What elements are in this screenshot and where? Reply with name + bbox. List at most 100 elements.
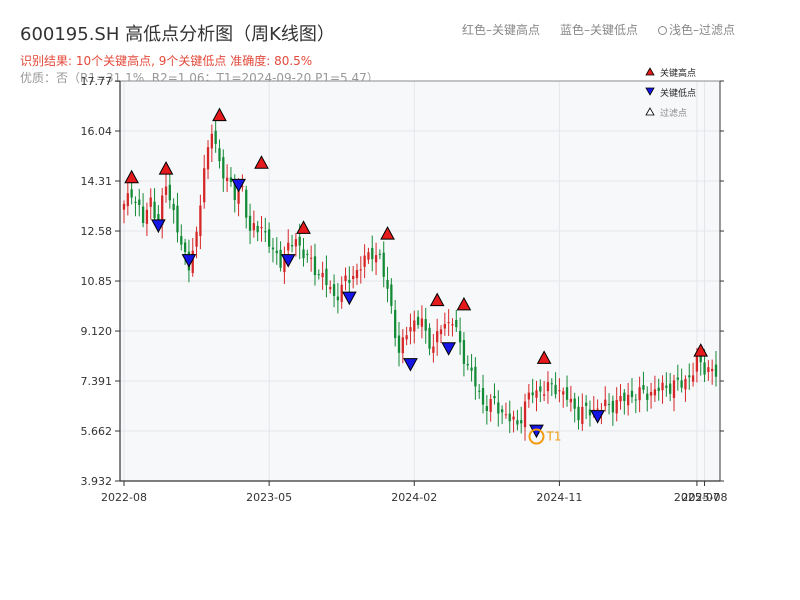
candle-body <box>562 391 565 395</box>
candle-body <box>443 324 446 329</box>
t1-label: T1 <box>545 430 561 444</box>
y-tick-label: 5.662 <box>81 425 113 438</box>
candle-body <box>126 193 129 207</box>
candle-body <box>164 186 168 195</box>
candle-body <box>432 346 435 353</box>
candle-body <box>267 229 271 247</box>
x-tick-label: 2025-07 <box>674 491 720 504</box>
candle-body <box>604 399 607 407</box>
legend-light-item: 浅色–过滤点 <box>658 21 735 38</box>
candle-body <box>405 335 408 340</box>
candle-body <box>535 390 538 398</box>
hollow-circle-icon <box>658 26 668 35</box>
candle-body <box>149 197 152 207</box>
candle-body <box>550 383 553 385</box>
candle-body <box>195 231 198 247</box>
candle-body <box>378 253 382 255</box>
candle-body <box>493 395 496 399</box>
key-high-marker <box>536 350 552 364</box>
candle-body <box>680 380 683 388</box>
candle-body <box>138 199 141 206</box>
legend-label: 关键高点 <box>660 67 696 79</box>
candle-body <box>691 375 695 382</box>
candle-body <box>394 309 397 339</box>
candle-body <box>290 245 294 247</box>
candle-body <box>619 396 622 402</box>
y-tick-label: 16.04 <box>81 125 113 138</box>
candle-body <box>222 157 225 179</box>
key-high-marker <box>429 292 445 307</box>
candle-body <box>306 253 309 255</box>
y-tick-label: 12.58 <box>81 225 113 238</box>
candle-body <box>252 223 256 231</box>
candle-body <box>390 284 393 306</box>
candle-body <box>397 335 401 353</box>
candle-body <box>191 250 194 273</box>
candle-body <box>352 276 355 280</box>
candle-body <box>588 409 592 416</box>
candle-body <box>344 275 347 282</box>
candle-body <box>199 205 202 237</box>
candle-body <box>145 209 149 224</box>
t1-circle <box>528 428 545 445</box>
candle-body <box>607 403 611 405</box>
candle-body <box>279 249 282 268</box>
candle-body <box>218 148 221 162</box>
candle-body <box>401 337 404 354</box>
candle-body <box>485 406 488 412</box>
candle-body <box>665 385 668 388</box>
candle-body <box>584 402 588 406</box>
x-tick-label: 2022-08 <box>101 491 147 504</box>
candle-body <box>245 189 248 218</box>
candle-body <box>642 385 645 390</box>
candle-body <box>348 279 351 283</box>
candle-body <box>577 406 580 421</box>
candle-body <box>669 383 672 394</box>
x-tick-label: 2024-11 <box>536 491 582 504</box>
key-low-marker <box>342 291 357 306</box>
candle-body <box>516 420 519 425</box>
candle-body <box>481 388 485 405</box>
x-tick-label: 2023-05 <box>246 491 292 504</box>
candle-body <box>386 279 389 289</box>
candle-body <box>676 377 679 380</box>
candle-body <box>634 399 637 401</box>
candle-body <box>458 331 462 343</box>
candle-body <box>355 270 359 279</box>
candle-body <box>161 195 164 225</box>
candle-body <box>447 322 450 324</box>
candle-body <box>684 378 687 390</box>
candle-body <box>542 394 546 396</box>
legend-filtered-icon <box>645 107 655 116</box>
candle-body <box>237 191 240 204</box>
candle-body <box>157 214 160 223</box>
candle-body <box>134 201 137 204</box>
candle-body <box>210 133 213 149</box>
candle-body <box>703 362 706 375</box>
candle-body <box>271 247 275 250</box>
candle-body <box>672 380 676 398</box>
candle-body <box>409 327 412 332</box>
candle-body <box>172 203 175 211</box>
candle-body <box>478 390 481 392</box>
legend-label: 关键低点 <box>660 87 696 99</box>
candle-body <box>474 366 477 387</box>
candle-body <box>615 399 618 414</box>
candle-body <box>371 247 374 260</box>
y-tick-label: 14.31 <box>81 175 113 188</box>
candle-body <box>374 255 378 263</box>
key-low-marker <box>231 178 246 193</box>
candle-body <box>214 130 217 144</box>
legend-high-icon <box>645 67 655 76</box>
candle-body <box>183 242 187 253</box>
candle-body <box>581 406 584 424</box>
key-low-marker <box>403 358 418 372</box>
candle-body <box>657 387 660 392</box>
candle-body <box>688 375 691 378</box>
y-tick-label: 3.932 <box>81 475 113 488</box>
y-tick-label: 10.85 <box>81 275 113 288</box>
candle-body <box>229 177 233 183</box>
candle-body <box>546 382 550 392</box>
candle-body <box>416 316 420 325</box>
